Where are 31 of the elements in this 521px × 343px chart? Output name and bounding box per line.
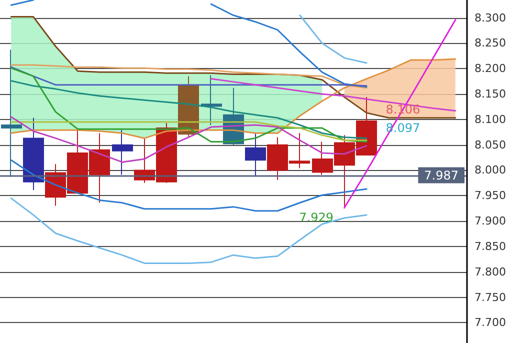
line-series — [299, 14, 368, 64]
line-series — [10, 116, 368, 163]
y-tick-label: 7.900 — [474, 214, 506, 228]
y-tick-label: 8.150 — [474, 88, 506, 101]
candlestick — [201, 74, 222, 126]
y-tick-label: 8.250 — [474, 36, 506, 50]
y-tick-label: 8.100 — [474, 112, 506, 126]
annotation: 7.929 — [299, 210, 334, 224]
line-series — [344, 19, 456, 209]
y-tick-label: 7.700 — [474, 316, 506, 330]
line-series — [10, 197, 368, 264]
line-series — [10, 121, 368, 141]
line-series — [210, 78, 456, 112]
line-series — [10, 16, 456, 119]
candlestick — [23, 117, 44, 191]
y-tick-label: 7.950 — [474, 189, 506, 202]
y-tick-label: 8.050 — [474, 138, 506, 152]
line-series — [10, 159, 368, 212]
candlestick — [112, 130, 133, 176]
candlestick — [1, 49, 22, 178]
y-tick-label: 8.200 — [474, 62, 506, 76]
line-series — [10, 58, 456, 139]
y-tick-label: 8.300 — [474, 11, 506, 24]
y-tick-label: 7.800 — [474, 265, 506, 278]
line-series — [10, 80, 368, 139]
ref-line-label: 7.987 — [424, 168, 458, 182]
y-tick-label: 7.850 — [474, 240, 506, 253]
candlestick — [245, 132, 266, 176]
y-tick-label: 7.750 — [474, 290, 506, 304]
y-tick-label: 8.000 — [474, 164, 506, 177]
line-series — [10, 67, 368, 143]
